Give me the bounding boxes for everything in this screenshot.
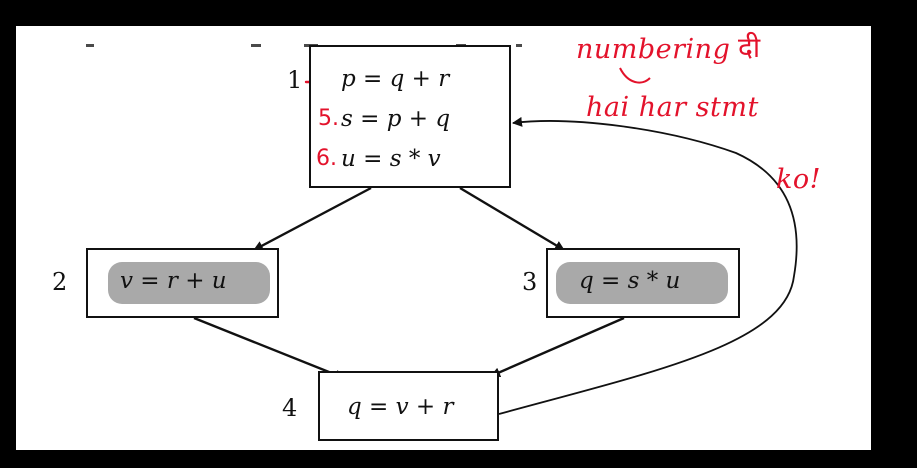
diagram-canvas: 1 p = q + r 5. s = p + q 6. u = s * v 2 … [16, 26, 871, 450]
edges-layer [193, 67, 798, 415]
annotation-squiggle [619, 67, 651, 84]
annotation-number-5: 5. [318, 106, 339, 131]
annotation-line-1: numbering [576, 34, 731, 65]
node-1-stmt-2: s = p + q [341, 106, 451, 132]
annotation-hindi: दी [738, 31, 761, 64]
node-2-stmt: v = r + u [120, 268, 227, 294]
annotation-number-6: 6. [316, 146, 337, 171]
node-4 [318, 371, 499, 441]
node-1-label: 1 [287, 66, 303, 94]
node-3-label: 3 [522, 268, 538, 296]
scan-artifact [251, 44, 261, 47]
node-2-label: 2 [52, 268, 68, 296]
node-3-stmt: q = s * u [579, 268, 681, 294]
node-1-stmt-1: p = q + r [341, 66, 450, 92]
node-1-stmt-3: u = s * v [341, 146, 441, 172]
node-4-label: 4 [282, 394, 298, 422]
node-1 [309, 45, 511, 188]
edge-3-to-4 [490, 316, 625, 378]
edge-1-to-2 [253, 186, 372, 252]
scan-artifact [86, 44, 94, 47]
edge-4-to-1 [498, 116, 798, 415]
annotation-line-2: hai har stmt [586, 92, 759, 123]
scan-artifact [516, 44, 522, 47]
node-4-stmt: q = v + r [347, 394, 454, 420]
edge-1-to-3 [459, 186, 565, 252]
edge-2-to-4 [193, 316, 345, 380]
annotation-line-3: ko! [776, 164, 821, 195]
node-3-highlight [556, 262, 728, 304]
node-2-highlight [108, 262, 270, 304]
